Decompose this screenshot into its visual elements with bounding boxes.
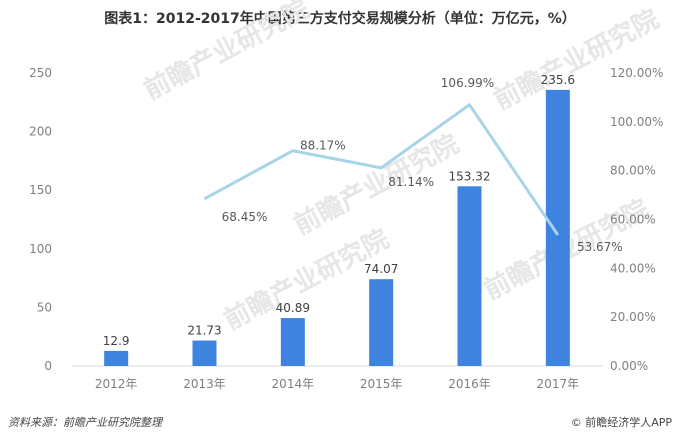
y-right-tick-label: 100.00%: [610, 115, 663, 129]
bar-value-label: 40.89: [276, 301, 310, 315]
x-tick-label: 2017年: [537, 377, 580, 391]
y-left-tick-label: 0: [44, 359, 52, 373]
growth-rate-line: [203, 103, 560, 236]
bar-value-label: 12.9: [103, 334, 130, 348]
x-tick-label: 2015年: [360, 377, 403, 391]
copyright-icon: ©: [570, 416, 582, 429]
y-left-tick-label: 150: [29, 183, 52, 197]
y-right-tick-label: 60.00%: [610, 213, 656, 227]
line-value-label: 106.99%: [441, 76, 494, 90]
bar-value-label: 153.32: [449, 169, 491, 183]
watermark-text: 前瞻产业研究院: [489, 3, 664, 116]
line-value-label: 88.17%: [300, 139, 346, 153]
y-left-tick-label: 100: [29, 242, 52, 256]
bar: [280, 318, 305, 366]
line-value-label: 68.45%: [222, 210, 268, 224]
y-right-tick-label: 20.00%: [610, 310, 656, 324]
y-right-tick-label: 120.00%: [610, 66, 663, 80]
bar-value-label: 21.73: [187, 324, 221, 338]
brand-footer: © 前瞻经济学人APP: [571, 414, 672, 430]
source-note: 资料来源：前瞻产业研究院整理: [8, 416, 162, 429]
bar: [104, 350, 129, 366]
line-value-label: 81.14%: [388, 175, 434, 189]
watermark-text: 前瞻产业研究院: [139, 0, 314, 106]
bar: [545, 89, 570, 366]
y-left-tick-label: 50: [37, 300, 52, 314]
x-tick-label: 2012年: [95, 377, 138, 391]
watermark-text: 前瞻产业研究院: [219, 223, 394, 336]
bar: [457, 186, 482, 366]
bar-value-label: 235.6: [541, 73, 575, 87]
y-left-tick-label: 200: [29, 125, 52, 139]
y-right-tick-label: 80.00%: [610, 164, 656, 178]
x-tick-label: 2016年: [448, 377, 491, 391]
line-value-label: 53.67%: [577, 240, 623, 254]
x-tick-label: 2013年: [183, 377, 226, 391]
brand-label: 前瞻经济学人APP: [585, 416, 672, 429]
y-right-tick-label: 40.00%: [610, 261, 656, 275]
bar: [369, 279, 394, 366]
bar-value-label: 74.07: [364, 262, 398, 276]
bar: [192, 340, 217, 366]
y-right-tick-label: 0.00%: [610, 359, 648, 373]
y-left-tick-label: 250: [29, 66, 52, 80]
chart-title: 图表1：2012-2017年中国第三方支付交易规模分析（单位：万亿元，%）: [104, 11, 576, 27]
x-tick-label: 2014年: [272, 377, 315, 391]
